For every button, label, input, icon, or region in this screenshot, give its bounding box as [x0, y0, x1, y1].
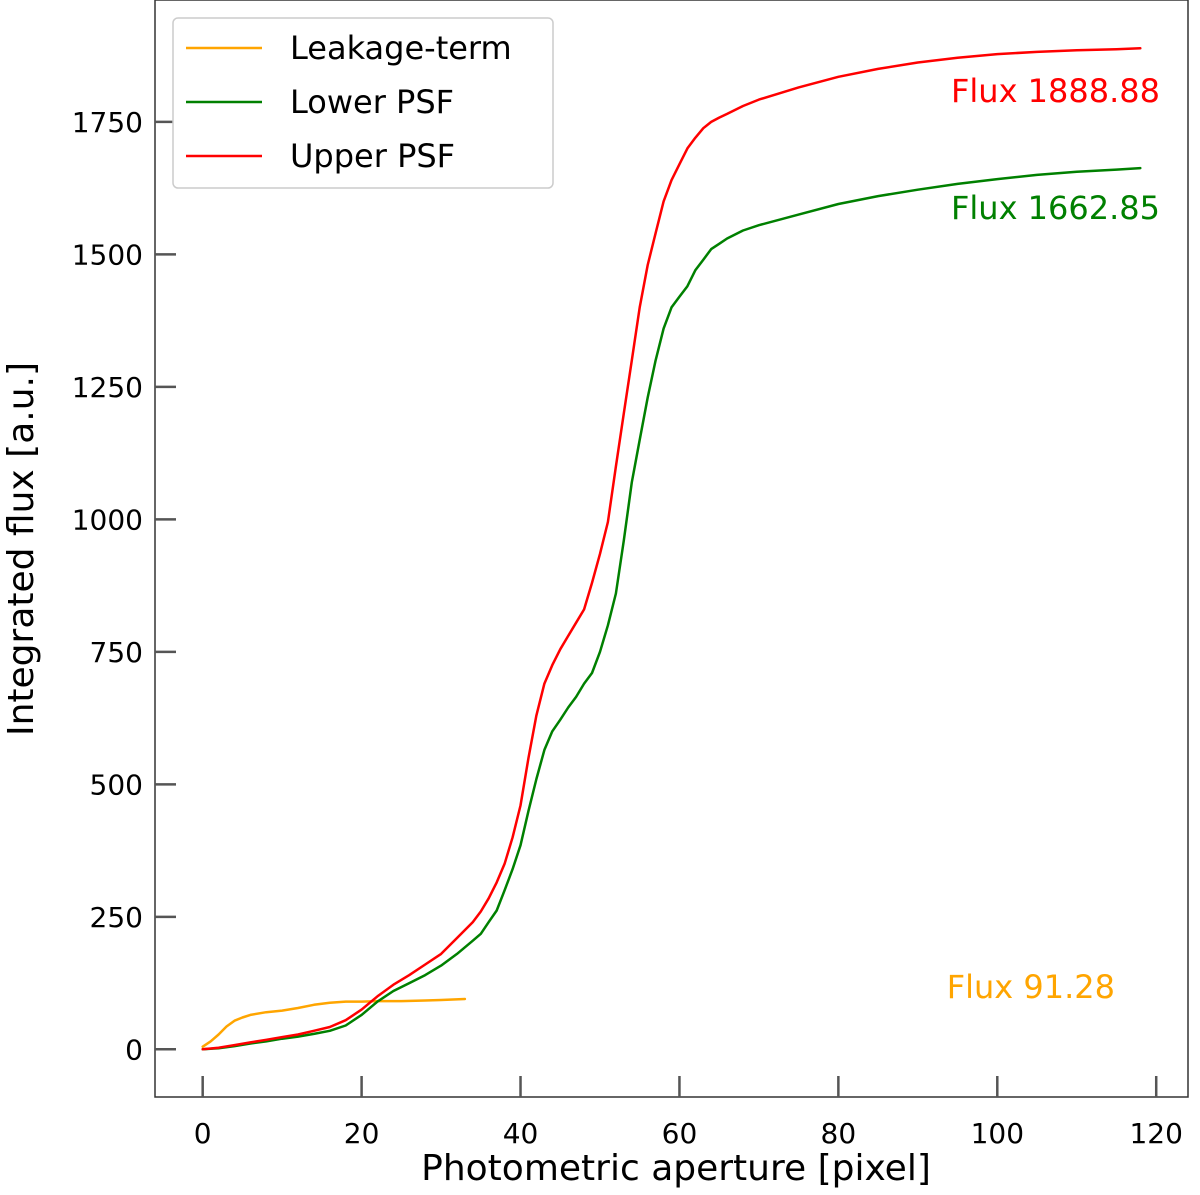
- y-tick-label: 750: [90, 636, 143, 669]
- y-tick-label: 1750: [72, 106, 143, 139]
- series-line-leakage-term: [201, 997, 467, 1048]
- x-tick-label: 80: [821, 1117, 857, 1150]
- x-tick-label: 20: [344, 1117, 380, 1150]
- y-tick-label: 1500: [72, 238, 143, 271]
- y-tick-label: 1250: [72, 371, 143, 404]
- y-tick-label: 250: [90, 901, 143, 934]
- flux-annotation: Flux 1888.88: [951, 72, 1160, 110]
- y-tick-label: 1000: [72, 503, 143, 536]
- x-tick-label: 100: [971, 1117, 1024, 1150]
- series-line-lower-psf: [201, 166, 1142, 1051]
- x-axis: 0 20 40 60 80 100 120: [194, 1076, 1183, 1150]
- y-axis: 0 250 500 750 1000 1250 1500 1750: [72, 106, 176, 1066]
- y-tick-label: 500: [90, 768, 143, 801]
- legend-label: Lower PSF: [290, 83, 454, 121]
- x-tick-label: 40: [503, 1117, 539, 1150]
- flux-annotation: Flux 91.28: [947, 968, 1115, 1006]
- x-tick-label: 120: [1129, 1117, 1182, 1150]
- annotation-layer: Flux 1888.88 Flux 1662.85 Flux 91.28: [947, 72, 1160, 1006]
- y-tick-label: 0: [125, 1033, 143, 1066]
- x-tick-label: 60: [662, 1117, 698, 1150]
- legend-label: Leakage-term: [290, 29, 512, 67]
- legend-box: [172, 17, 554, 189]
- series-line-upper-psf: [201, 47, 1142, 1051]
- y-axis-label: Integrated flux [a.u.]: [1, 362, 42, 736]
- x-tick-label: 0: [194, 1117, 212, 1150]
- legend-label: Upper PSF: [290, 137, 455, 175]
- flux-annotation: Flux 1662.85: [951, 189, 1160, 227]
- x-axis-label: Photometric aperture [pixel]: [421, 1148, 931, 1189]
- legend: Leakage-term Lower PSF Upper PSF: [172, 17, 554, 189]
- series-layer: [201, 47, 1142, 1051]
